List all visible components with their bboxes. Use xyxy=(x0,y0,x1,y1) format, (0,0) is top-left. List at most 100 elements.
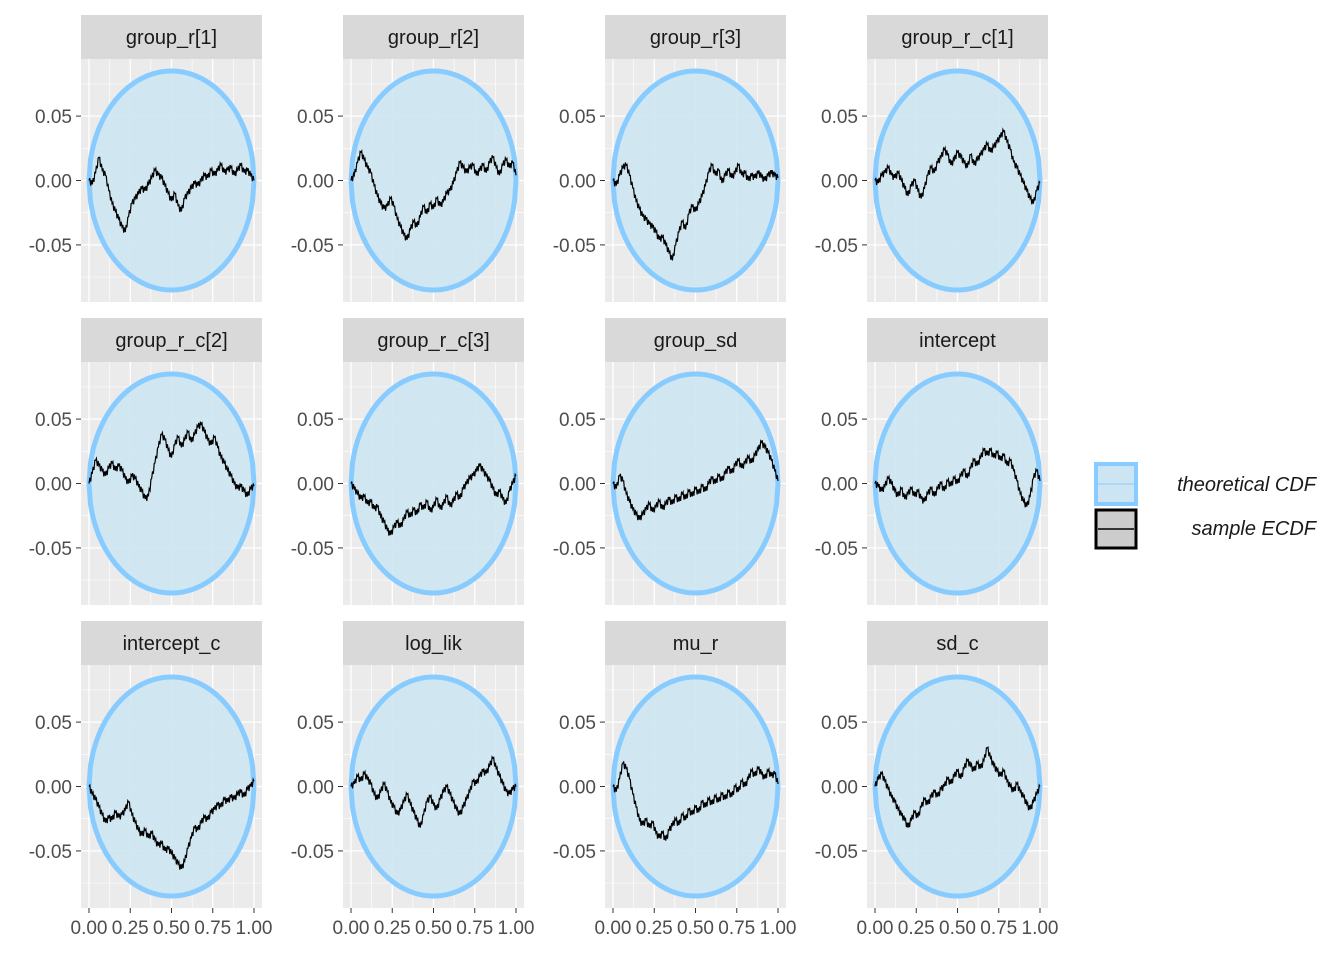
sample-ecdf-line xyxy=(874,745,1041,828)
x-tick-label: 1.00 xyxy=(760,918,797,939)
facet-strip xyxy=(867,621,1048,665)
facet-strip-label: log_lik xyxy=(405,633,463,655)
sample-ecdf-line xyxy=(350,755,517,828)
y-tick-label: 0.00 xyxy=(559,172,596,193)
y-tick-label: -0.05 xyxy=(29,842,72,863)
y-tick-label: 0.00 xyxy=(35,172,72,193)
x-tick-label: 1.00 xyxy=(498,918,535,939)
facet-strip-label: group_r[3] xyxy=(650,27,741,49)
facet-strip-label: mu_r xyxy=(673,633,719,655)
theoretical-cdf-band xyxy=(86,371,257,596)
y-tick-label: 0.00 xyxy=(821,778,858,799)
x-tick-label: 0.25 xyxy=(112,918,149,939)
facet-panel: group_sd 0.05 0.00 -0.05 xyxy=(553,318,786,605)
facet-panel: group_r_c[3] 0.05 0.00 -0.05 xyxy=(291,318,524,605)
y-tick-label: 0.00 xyxy=(297,778,334,799)
facet-strip xyxy=(81,15,262,59)
theoretical-cdf-band xyxy=(872,68,1043,293)
y-tick-label: 0.00 xyxy=(35,475,72,496)
legend: theoretical CDF sample ECDF xyxy=(1094,462,1318,550)
x-tick-label: 0.00 xyxy=(595,918,632,939)
facet-panel: intercept_c0.050.00-0.050.00 0.25 0.50 0.75… xyxy=(29,621,272,939)
y-tick-label: 0.00 xyxy=(559,778,596,799)
y-tick-label: -0.05 xyxy=(291,539,334,560)
theoretical-cdf-band xyxy=(610,674,781,899)
y-tick-label: 0.00 xyxy=(35,778,72,799)
sample-ecdf-line xyxy=(350,463,517,536)
x-tick-label: 0.25 xyxy=(636,918,673,939)
y-tick-label: 0.00 xyxy=(559,475,596,496)
facet-strip xyxy=(867,15,1048,59)
theoretical-cdf-band xyxy=(348,674,519,899)
facet-panel: group_r[2] 0.05 0.00 -0.05 xyxy=(291,15,524,302)
y-tick-label: 0.00 xyxy=(821,172,858,193)
y-tick-label: 0.05 xyxy=(821,410,858,431)
facet-strip-label: intercept xyxy=(919,330,996,352)
sample-ecdf-line xyxy=(88,421,255,501)
y-tick-label: 0.05 xyxy=(297,410,334,431)
facet-panel: group_r[1] 0.05 0.00 -0.05 xyxy=(29,15,262,302)
y-tick-label: 0.00 xyxy=(297,172,334,193)
y-tick-label: 0.00 xyxy=(297,475,334,496)
facet-strip-label: group_r_c[2] xyxy=(115,330,227,352)
sample-ecdf-line xyxy=(612,162,779,261)
facet-strip xyxy=(81,318,262,362)
y-tick-label: -0.05 xyxy=(553,842,596,863)
y-tick-label: -0.05 xyxy=(29,236,72,257)
facet-panel: group_r[3] 0.05 0.00 -0.05 xyxy=(553,15,786,302)
facet-strip xyxy=(343,15,524,59)
y-tick-label: 0.05 xyxy=(297,713,334,734)
legend-label-sample: sample ECDF xyxy=(1192,518,1318,540)
y-tick-label: 0.05 xyxy=(559,713,596,734)
y-tick-label: 0.05 xyxy=(35,713,72,734)
facet-panel: intercept 0.05 0.00 -0.05 xyxy=(815,318,1048,605)
y-tick-label: 0.05 xyxy=(559,107,596,128)
x-tick-label: 0.00 xyxy=(71,918,108,939)
facet-strip xyxy=(81,621,262,665)
x-tick-label: 0.50 xyxy=(153,918,190,939)
facet-panel: group_r_c[1] 0.05 0.00 -0.05 xyxy=(815,15,1048,302)
sample-ecdf-line xyxy=(874,446,1041,508)
x-tick-label: 0.25 xyxy=(374,918,411,939)
facet-strip xyxy=(343,621,524,665)
facet-panel: mu_r0.050.00-0.050.00 0.25 0.50 0.75 1.00 xyxy=(553,621,797,939)
theoretical-cdf-band xyxy=(348,371,519,596)
facet-strip-label: group_r[1] xyxy=(126,27,217,49)
x-tick-label: 0.00 xyxy=(333,918,370,939)
sample-ecdf-line xyxy=(88,777,255,870)
x-tick-label: 0.50 xyxy=(939,918,976,939)
y-tick-label: -0.05 xyxy=(29,539,72,560)
x-tick-label: 1.00 xyxy=(1022,918,1059,939)
y-tick-label: 0.00 xyxy=(821,475,858,496)
x-tick-label: 0.75 xyxy=(194,918,231,939)
sample-ecdf-line xyxy=(612,439,779,521)
y-tick-label: -0.05 xyxy=(815,236,858,257)
theoretical-cdf-band xyxy=(610,371,781,596)
sample-ecdf-line xyxy=(350,149,517,241)
y-tick-label: -0.05 xyxy=(815,842,858,863)
x-tick-label: 0.75 xyxy=(718,918,755,939)
y-tick-label: -0.05 xyxy=(553,539,596,560)
y-tick-label: -0.05 xyxy=(291,236,334,257)
y-tick-label: 0.05 xyxy=(821,107,858,128)
y-tick-label: 0.05 xyxy=(35,410,72,431)
facet-strip xyxy=(605,318,786,362)
facet-strip xyxy=(605,15,786,59)
y-tick-label: 0.05 xyxy=(297,107,334,128)
sample-ecdf-line xyxy=(88,156,255,233)
facet-strip-label: group_r_c[1] xyxy=(901,27,1013,49)
facet-strip xyxy=(867,318,1048,362)
theoretical-cdf-band xyxy=(86,674,257,899)
y-tick-label: -0.05 xyxy=(553,236,596,257)
sample-ecdf-line xyxy=(874,127,1041,205)
sample-ecdf-line xyxy=(612,761,779,841)
facet-strip-label: intercept_c xyxy=(123,633,221,655)
facet-panel: group_r_c[2] 0.05 0.00 -0.05 xyxy=(29,318,262,605)
y-tick-label: -0.05 xyxy=(815,539,858,560)
x-tick-label: 0.50 xyxy=(415,918,452,939)
y-tick-label: 0.05 xyxy=(35,107,72,128)
facet-panel: sd_c0.050.00-0.050.00 0.25 0.50 0.75 1.00 xyxy=(815,621,1059,939)
y-tick-label: -0.05 xyxy=(291,842,334,863)
